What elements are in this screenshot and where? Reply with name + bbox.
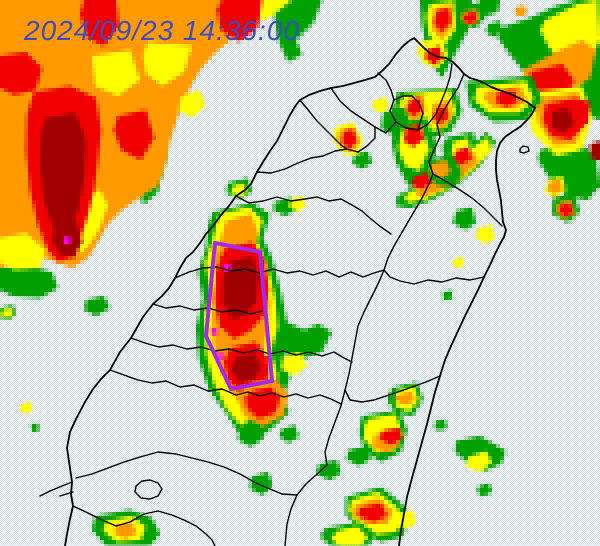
county-boundary-path: [377, 63, 453, 131]
county-boundary-path: [256, 126, 376, 174]
county-boundary-path: [130, 337, 353, 363]
islet-path: [519, 145, 530, 154]
coastline-path: [64, 37, 536, 546]
county-boundary-path: [432, 173, 503, 227]
county-boundary-path: [383, 269, 485, 285]
county-boundary-path: [299, 99, 348, 150]
county-boundary-path: [75, 451, 298, 496]
county-boundary-path: [235, 195, 392, 235]
islet-path: [39, 481, 73, 497]
county-boundary-path: [174, 266, 385, 279]
county-boundary-path: [109, 369, 342, 405]
county-boundary-path: [344, 375, 441, 403]
islet-path: [59, 491, 74, 497]
county-boundary-path: [330, 87, 397, 134]
county-boundary-path: [134, 479, 163, 500]
county-boundary-path: [383, 73, 465, 271]
county-boundary-path: [284, 269, 385, 546]
timestamp-label: 2024/09/23 14:36:00: [24, 15, 300, 46]
county-boundary-path: [72, 505, 216, 546]
warning-polygon: [203, 240, 275, 392]
county-boundary-path: [393, 95, 424, 131]
